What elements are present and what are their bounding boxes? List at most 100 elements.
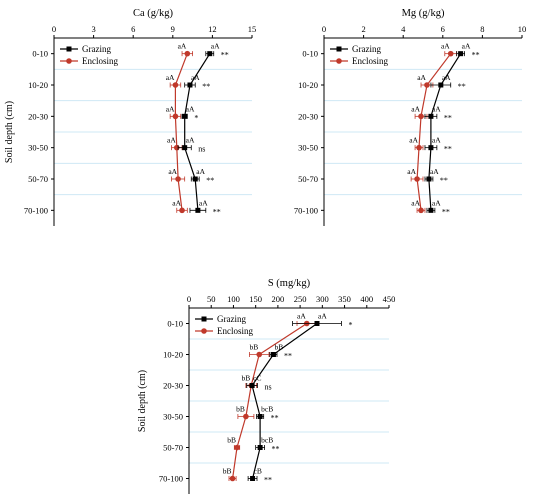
data-point bbox=[447, 50, 454, 57]
data-point bbox=[182, 145, 188, 151]
point-label: aA bbox=[297, 312, 306, 321]
y-tick-label: 10-20 bbox=[28, 80, 48, 90]
y-tick-label: 20-30 bbox=[28, 111, 48, 121]
chart-title: S (mg/kg) bbox=[268, 278, 311, 289]
chart-panel-3: S (mg/kg) 0 50 100 150 200 250 300 350 400 450 0-10… bbox=[137, 278, 395, 494]
point-label: bB bbox=[241, 374, 250, 383]
point-label: bB bbox=[274, 343, 283, 352]
data-point bbox=[249, 383, 255, 388]
significance-label: ** bbox=[440, 176, 448, 185]
chart-panel-2: Mg (g/kg) 0 2 4 6 8 10 0-10 10-20 20-30 30-50 50-70… bbox=[294, 8, 526, 226]
data-point bbox=[257, 414, 263, 419]
data-point bbox=[192, 176, 198, 182]
data-point bbox=[182, 113, 188, 119]
significance-label: ** bbox=[221, 51, 229, 60]
series-enclosing: aA bB bB bB bB bB bbox=[223, 312, 317, 482]
point-label: cC bbox=[253, 374, 261, 383]
y-tick-label: 30-50 bbox=[163, 412, 183, 422]
data-point bbox=[416, 144, 422, 151]
data-point bbox=[458, 51, 464, 57]
x-tick-label: 150 bbox=[249, 294, 262, 304]
point-label: aA bbox=[172, 198, 181, 207]
point-label: cB bbox=[254, 467, 262, 476]
x-tick-label: 50 bbox=[207, 294, 216, 304]
y-tick-label: 0-10 bbox=[302, 49, 318, 59]
x-tick-label: 300 bbox=[316, 294, 329, 304]
legend-marker bbox=[66, 58, 72, 64]
legend-label: Enclosing bbox=[352, 56, 388, 66]
point-label: aA bbox=[178, 42, 187, 51]
y-tick-label: 30-50 bbox=[298, 143, 318, 153]
x-tick-label: 9 bbox=[171, 24, 175, 34]
data-point bbox=[414, 176, 420, 182]
point-label: aA bbox=[441, 42, 450, 51]
y-tick-label: 70-100 bbox=[159, 474, 183, 484]
legend-marker bbox=[201, 328, 207, 334]
significance-label: * bbox=[194, 113, 198, 122]
x-tick-label: 3 bbox=[91, 24, 95, 34]
x-tick-label: 400 bbox=[360, 294, 373, 304]
y-tick-label: 50-70 bbox=[163, 443, 183, 453]
series-enclosing: aA aA aA aA aA aA bbox=[407, 42, 458, 214]
x-tick-label: 2 bbox=[361, 24, 365, 34]
point-label: bcB bbox=[261, 405, 273, 414]
point-label: aA bbox=[411, 198, 420, 207]
point-label: aA bbox=[462, 42, 471, 51]
data-point bbox=[426, 176, 432, 182]
data-point bbox=[195, 207, 201, 213]
point-label: aA bbox=[166, 104, 175, 113]
series-grazing: aA aA aA aA aA aA bbox=[177, 42, 220, 213]
significance-label: ** bbox=[458, 82, 466, 91]
data-point bbox=[428, 207, 434, 213]
point-label: aA bbox=[407, 167, 416, 176]
point-label: bB bbox=[223, 467, 232, 476]
chart-title: Mg (g/kg) bbox=[402, 8, 445, 19]
x-tick-label: 6 bbox=[131, 24, 135, 34]
data-point bbox=[234, 444, 240, 451]
significance-label: ** bbox=[213, 207, 221, 216]
data-point bbox=[175, 176, 181, 182]
series-line bbox=[251, 323, 318, 479]
x-tick-label: 12 bbox=[208, 24, 217, 34]
data-point bbox=[270, 352, 276, 357]
data-point bbox=[250, 476, 256, 481]
y-tick-label: 70-100 bbox=[294, 205, 318, 215]
point-label: bB bbox=[249, 343, 258, 352]
series-grazing: aA bB cC bcB bcB cB bbox=[246, 312, 342, 481]
data-point bbox=[187, 82, 193, 88]
x-tick-label: 8 bbox=[480, 24, 484, 34]
x-tick-label: 200 bbox=[272, 294, 285, 304]
significance-label: ** bbox=[472, 51, 480, 60]
series-line bbox=[428, 53, 462, 211]
legend: Grazing Enclosing bbox=[330, 44, 388, 66]
x-tick-label: 15 bbox=[248, 24, 257, 34]
point-label: aA bbox=[191, 73, 200, 82]
legend-label: Enclosing bbox=[82, 56, 118, 66]
point-label: aA bbox=[167, 136, 176, 145]
chart-panel-1: Ca (g/kg) 0 3 6 9 12 15 0-10 10-20 20-30 30-50 50-7… bbox=[4, 8, 256, 226]
point-label: bcB bbox=[261, 436, 273, 445]
chart-title: Ca (g/kg) bbox=[133, 8, 173, 19]
y-tick-label: 20-30 bbox=[298, 111, 318, 121]
legend: Grazing Enclosing bbox=[60, 44, 118, 66]
point-label: bB bbox=[236, 405, 245, 414]
legend-label: Grazing bbox=[82, 44, 111, 54]
point-label: aA bbox=[199, 198, 208, 207]
y-tick-label: 10-20 bbox=[163, 350, 183, 360]
point-label: bB bbox=[227, 436, 236, 445]
point-label: aA bbox=[432, 198, 441, 207]
significance-label: ** bbox=[442, 207, 450, 216]
x-tick-label: 6 bbox=[441, 24, 445, 34]
data-point bbox=[243, 413, 249, 420]
significance-label: * bbox=[348, 321, 352, 330]
point-label: aA bbox=[432, 104, 441, 113]
significance-label: ** bbox=[264, 476, 272, 485]
legend-label: Grazing bbox=[352, 44, 381, 54]
series-line bbox=[232, 322, 308, 479]
legend-marker bbox=[336, 58, 342, 64]
point-label: aA bbox=[411, 104, 420, 113]
significance-label: ns bbox=[198, 145, 205, 154]
legend-marker bbox=[66, 46, 72, 52]
significance-label: ** bbox=[206, 176, 214, 185]
significance-label: ** bbox=[444, 113, 452, 122]
